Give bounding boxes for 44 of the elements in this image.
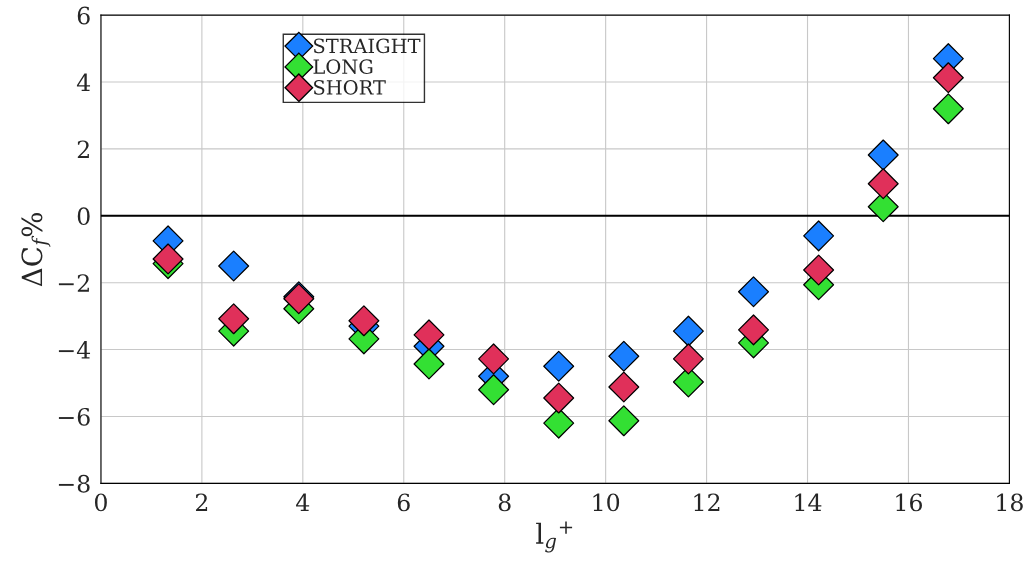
- y-tick-label: 2: [77, 140, 89, 158]
- point: [867, 168, 899, 200]
- y-tick-label: −2: [58, 274, 89, 292]
- y-axis-title: ΔC$_{f}$%: [21, 212, 51, 287]
- point: [413, 319, 445, 351]
- point: [867, 139, 899, 171]
- point: [737, 314, 770, 346]
- y-tick-label: −8: [58, 474, 90, 493]
- x-tick-label: 6: [397, 493, 410, 512]
- x-tick-label: 12: [694, 493, 720, 511]
- point: [218, 303, 250, 335]
- point: [608, 405, 640, 437]
- x-tick-label: 0: [94, 493, 107, 512]
- point: [413, 348, 445, 380]
- legend-label: STRAIGHT: [314, 38, 421, 54]
- y-tick-label: 4: [76, 73, 91, 92]
- point: [218, 250, 250, 282]
- y-tick-label: 0: [77, 207, 90, 226]
- point: [478, 374, 510, 406]
- legend-label: LONG: [313, 59, 373, 74]
- x-tick-label: 18: [997, 493, 1023, 512]
- x-axis-title: l$_{g}$$^{+}$: [536, 521, 573, 553]
- x-tick-label: 10: [593, 493, 620, 512]
- point: [803, 220, 835, 252]
- x-tick-label: 8: [498, 493, 511, 512]
- point: [478, 343, 510, 375]
- point: [737, 276, 770, 308]
- legend-label: SHORT: [314, 80, 386, 95]
- point: [543, 382, 575, 414]
- point: [932, 62, 964, 94]
- x-tick-label: 2: [195, 493, 208, 511]
- x-tick-label: 4: [296, 493, 310, 511]
- point: [803, 254, 835, 286]
- point: [608, 371, 640, 403]
- point: [608, 340, 640, 372]
- point: [672, 343, 704, 375]
- x-tick-label: 14: [795, 493, 822, 511]
- point: [672, 315, 704, 347]
- point: [543, 350, 575, 382]
- point: [932, 93, 964, 125]
- y-tick-label: −4: [58, 341, 91, 359]
- x-tick-label: 16: [896, 493, 922, 512]
- y-tick-label: 6: [77, 6, 90, 25]
- y-tick-label: −6: [58, 407, 90, 426]
